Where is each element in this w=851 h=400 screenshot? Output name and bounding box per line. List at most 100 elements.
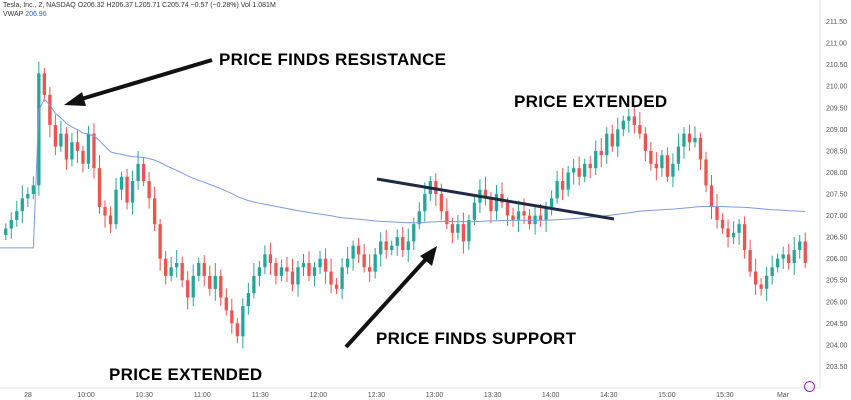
plot-area[interactable] (0, 61, 807, 349)
candle-body (621, 120, 625, 130)
candle (92, 123, 96, 179)
candle (368, 254, 372, 282)
candle-body (186, 280, 190, 298)
candle-body (781, 254, 785, 259)
candle (660, 150, 664, 177)
price-tick-label: 207.00 (826, 213, 848, 220)
time-tick-label: 12:30 (368, 392, 386, 399)
candle-body (384, 241, 388, 251)
candle-body (660, 155, 664, 169)
time-axis[interactable]: 28 10:00 10:30 11:00 11:30 12:00 12:30 13:00 13:… (0, 387, 820, 399)
candle (119, 171, 124, 201)
candle-body (4, 228, 8, 235)
candle-body (638, 125, 642, 134)
price-axis[interactable]: 203.50 204.00 204.50 205.00 205.50 206.00 206.… (819, 0, 848, 388)
candle (97, 155, 102, 214)
candle-body (649, 150, 653, 164)
candle (86, 125, 91, 169)
candle (759, 278, 763, 296)
candle (130, 170, 135, 215)
candle-body (241, 306, 245, 337)
candle-body (296, 267, 300, 285)
candle-body (417, 211, 421, 225)
candle (665, 147, 670, 182)
candle-body (395, 237, 399, 246)
candle-body (59, 133, 63, 147)
candle-body (230, 310, 234, 324)
candle-body (103, 206, 107, 216)
candle (257, 260, 262, 287)
candle-body (114, 189, 118, 225)
candle-body (345, 258, 350, 268)
vwap-legend: VWAP 206.96 (3, 10, 276, 19)
candle-body (742, 224, 747, 251)
candle (445, 198, 449, 230)
candle (152, 186, 157, 232)
price-tick-label: 204.00 (826, 342, 848, 349)
candle-body (549, 198, 554, 207)
candle-body (20, 198, 24, 212)
chart-legend: Tesla, Inc., 2, NASDAQ O206.32 H206.37 L… (3, 1, 276, 19)
candle-body (583, 163, 587, 177)
candle-body (759, 284, 763, 289)
candle (379, 232, 383, 267)
candle (213, 262, 217, 301)
candle (472, 194, 477, 226)
candle-body (312, 267, 317, 276)
candle-body (616, 129, 620, 147)
candle (682, 127, 686, 159)
candle-body (770, 267, 774, 276)
vwap-value: 206.96 (25, 11, 47, 18)
price-tick-label: 211.50 (826, 19, 847, 26)
candle-body (15, 211, 19, 220)
candle-body (605, 133, 609, 156)
annotation-extended-bottom: PRICE EXTENDED (109, 365, 262, 384)
candle-body (224, 297, 228, 311)
candle-body (75, 142, 80, 151)
candle-body (152, 198, 157, 225)
candle (279, 259, 284, 282)
candle (461, 212, 466, 254)
candle (737, 219, 741, 245)
candle-body (792, 250, 796, 263)
candle-body (467, 219, 471, 242)
candle-body (390, 245, 394, 251)
time-tick-label: 12:00 (310, 392, 328, 399)
candle-body (748, 250, 752, 272)
candle-body (472, 202, 477, 220)
candle-body (356, 245, 361, 255)
candle (511, 207, 515, 227)
candle (726, 219, 730, 248)
time-tick-label: 13:30 (484, 392, 502, 399)
candle-body (108, 215, 113, 225)
candle-body (263, 254, 267, 268)
candle (175, 250, 179, 278)
candle-body (379, 241, 383, 255)
candle (792, 237, 796, 276)
candle (20, 185, 24, 224)
candle-body (329, 271, 333, 285)
candle (423, 182, 427, 222)
support-arrow (344, 246, 437, 349)
candle (230, 298, 234, 334)
candle-body (37, 73, 41, 186)
candle-body (158, 224, 162, 259)
annotation-extended-top: PRICE EXTENDED (514, 92, 667, 111)
candle-body (572, 168, 576, 173)
candle-body (715, 206, 719, 220)
price-tick-label: 206.00 (826, 256, 848, 263)
candle-body (544, 206, 548, 220)
time-tick-label: 10:00 (77, 392, 95, 399)
candle-body (489, 198, 493, 212)
candle-body (577, 168, 581, 177)
candle-body (731, 232, 736, 238)
candle-body (362, 254, 366, 268)
candle (742, 216, 747, 259)
candle-body (560, 181, 565, 190)
candle (15, 200, 19, 227)
candle-body (698, 137, 703, 160)
candle-body (147, 181, 151, 199)
candle (654, 152, 659, 181)
candle (638, 112, 642, 139)
